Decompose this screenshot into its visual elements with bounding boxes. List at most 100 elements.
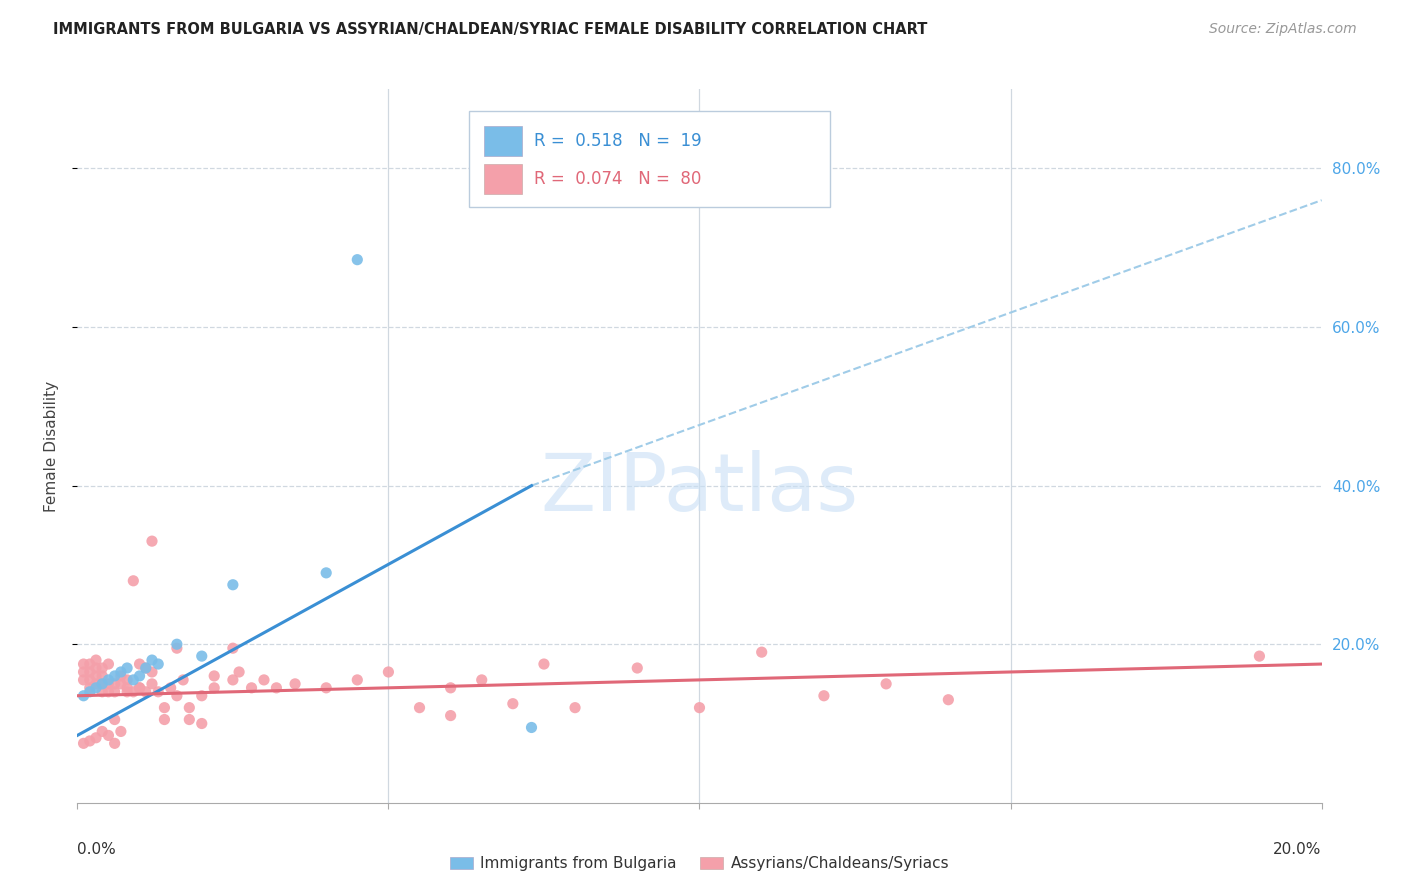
Point xyxy=(284,677,307,691)
Point xyxy=(84,661,107,675)
Point xyxy=(346,252,368,267)
Point xyxy=(626,661,648,675)
Legend: Immigrants from Bulgaria, Assyrians/Chaldeans/Syriacs: Immigrants from Bulgaria, Assyrians/Chal… xyxy=(444,850,955,877)
Bar xyxy=(484,126,522,155)
Point xyxy=(179,713,201,727)
Text: R =  0.074   N =  80: R = 0.074 N = 80 xyxy=(534,170,702,188)
Point xyxy=(110,669,132,683)
Point xyxy=(875,677,897,691)
Point xyxy=(110,677,132,691)
Point xyxy=(128,669,150,683)
Point xyxy=(440,708,463,723)
Point xyxy=(346,673,368,687)
Point xyxy=(222,673,245,687)
Point xyxy=(84,669,107,683)
Point xyxy=(79,665,101,679)
Point xyxy=(104,669,127,683)
Point xyxy=(159,681,181,695)
Point xyxy=(128,681,150,695)
Point xyxy=(128,657,150,671)
Point xyxy=(408,700,430,714)
Point xyxy=(91,661,114,675)
FancyBboxPatch shape xyxy=(470,111,830,207)
Point xyxy=(110,724,132,739)
Point xyxy=(266,681,288,695)
Point xyxy=(148,657,170,671)
Point xyxy=(172,673,194,687)
Text: 20.0%: 20.0% xyxy=(1274,842,1322,857)
Point xyxy=(222,641,245,656)
Point xyxy=(148,685,170,699)
Point xyxy=(79,673,101,687)
Point xyxy=(122,685,145,699)
Point xyxy=(315,566,337,580)
Point xyxy=(166,641,188,656)
Point xyxy=(128,681,150,695)
Point xyxy=(135,661,157,675)
Point xyxy=(104,713,127,727)
Point xyxy=(84,677,107,691)
Point xyxy=(141,665,163,679)
Point xyxy=(141,653,163,667)
Point xyxy=(104,685,127,699)
Point xyxy=(72,736,94,750)
Point xyxy=(689,700,711,714)
Point xyxy=(79,734,101,748)
Point xyxy=(97,728,120,742)
Point xyxy=(191,649,214,664)
Point xyxy=(240,681,263,695)
Point xyxy=(222,578,245,592)
Point xyxy=(72,657,94,671)
Point xyxy=(91,677,114,691)
Point xyxy=(84,681,107,695)
Point xyxy=(122,673,145,687)
Y-axis label: Female Disability: Female Disability xyxy=(44,380,59,512)
Point xyxy=(84,653,107,667)
Point xyxy=(153,700,176,714)
Point xyxy=(115,681,138,695)
Point xyxy=(813,689,835,703)
Point xyxy=(179,700,201,714)
Point xyxy=(202,669,225,683)
Point xyxy=(91,677,114,691)
Point xyxy=(79,657,101,671)
Point xyxy=(72,689,94,703)
Point xyxy=(91,685,114,699)
Point xyxy=(253,673,276,687)
Point xyxy=(115,661,138,675)
Point xyxy=(377,665,399,679)
Point xyxy=(110,665,132,679)
Point xyxy=(502,697,524,711)
Point xyxy=(520,721,543,735)
Point xyxy=(84,731,107,745)
Point xyxy=(533,657,555,671)
Point xyxy=(202,681,225,695)
Text: IMMIGRANTS FROM BULGARIA VS ASSYRIAN/CHALDEAN/SYRIAC FEMALE DISABILITY CORRELATI: IMMIGRANTS FROM BULGARIA VS ASSYRIAN/CHA… xyxy=(53,22,928,37)
Text: Source: ZipAtlas.com: Source: ZipAtlas.com xyxy=(1209,22,1357,37)
Point xyxy=(1249,649,1271,664)
Point xyxy=(104,736,127,750)
Point xyxy=(97,673,120,687)
Point xyxy=(471,673,494,687)
Point xyxy=(135,661,157,675)
Point xyxy=(564,700,586,714)
Point xyxy=(115,673,138,687)
Point xyxy=(141,677,163,691)
Point xyxy=(191,689,214,703)
Point xyxy=(191,716,214,731)
Point xyxy=(751,645,773,659)
Point xyxy=(440,681,463,695)
Point xyxy=(79,685,101,699)
Point xyxy=(91,669,114,683)
Text: ZIPatlas: ZIPatlas xyxy=(540,450,859,528)
Point xyxy=(104,677,127,691)
Point xyxy=(79,681,101,695)
Point xyxy=(97,657,120,671)
Point xyxy=(166,637,188,651)
Point xyxy=(153,713,176,727)
Point xyxy=(97,685,120,699)
Point xyxy=(141,534,163,549)
Point xyxy=(228,665,250,679)
Point xyxy=(938,692,960,706)
Point xyxy=(122,574,145,588)
